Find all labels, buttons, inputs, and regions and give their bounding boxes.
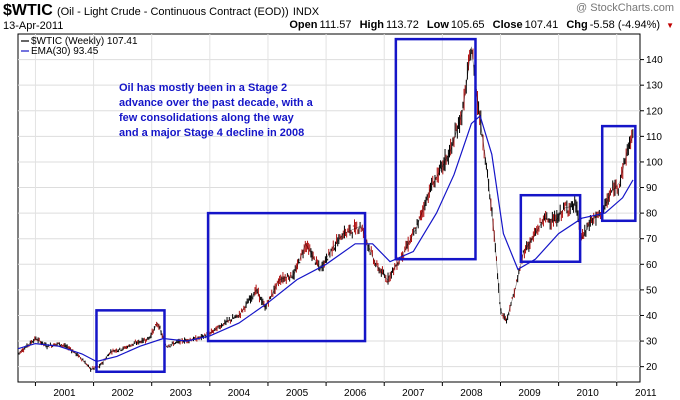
annotation-line-4: and a major Stage 4 decline in 2008 <box>119 127 304 139</box>
x-tick-label: 2008 <box>460 388 483 399</box>
consolidation-box-3 <box>394 37 477 261</box>
y-tick-label: 140 <box>646 55 663 66</box>
consolidation-box-4 <box>519 193 582 263</box>
high-label: High <box>359 19 385 31</box>
annotation-boxes <box>95 37 637 374</box>
chg-label: Chg <box>566 19 588 31</box>
y-tick-label: 100 <box>646 157 663 168</box>
legend-price: $WTIC (Weekly) 107.41 <box>31 36 138 47</box>
x-tick-label: 2001 <box>53 388 76 399</box>
symbol: $WTIC <box>3 2 53 19</box>
chart-title: $WTIC (Oil - Light Crude - Continuous Co… <box>3 2 319 20</box>
y-tick-label: 60 <box>646 260 658 271</box>
x-tick-label: 2007 <box>402 388 425 399</box>
quote-bar: Open 111.57 High 113.72 Low 105.65 Close 107… <box>284 19 674 31</box>
y-tick-label: 70 <box>646 234 658 245</box>
price-line <box>17 46 634 370</box>
x-tick-label: 2004 <box>228 388 251 399</box>
annotation-line-3: few consolidations along the way <box>119 112 295 124</box>
x-tick-label: 2002 <box>112 388 135 399</box>
plot-frame <box>17 33 641 383</box>
ema-line <box>17 114 634 363</box>
close-value: 107.41 <box>524 19 559 31</box>
legend-ema: EMA(30) 93.45 <box>31 46 99 57</box>
high-value: 113.72 <box>386 19 419 31</box>
consolidation-box-2 <box>206 211 367 343</box>
consolidation-box-5 <box>600 124 637 223</box>
y-tick-label: 40 <box>646 311 658 322</box>
annotation-line-2: advance over the past decade, with a <box>119 97 314 109</box>
consolidation-box-1 <box>95 309 166 374</box>
x-tick-label: 2011 <box>635 388 657 399</box>
symbol-description: (Oil - Light Crude - Continuous Contract… <box>56 6 289 18</box>
exchange: INDX <box>292 6 320 18</box>
y-tick-label: 80 <box>646 209 658 220</box>
x-tick-label: 2009 <box>518 388 541 399</box>
grid <box>18 34 640 382</box>
x-axis: 2001 2002 2003 2004 2005 2006 2007 2008 2009 2010… <box>34 382 657 399</box>
x-tick-label: 2006 <box>344 388 367 399</box>
down-triangle-icon: ▼ <box>666 21 674 30</box>
low-value: 105.65 <box>450 19 485 31</box>
y-tick-label: 90 <box>646 183 658 194</box>
open-label: Open <box>289 19 318 31</box>
y-axis: 20 30 40 50 60 70 80 90 100 110 120 130 140 <box>640 55 663 373</box>
y-tick-label: 130 <box>646 81 663 92</box>
y-tick-label: 120 <box>646 106 663 117</box>
y-tick-label: 30 <box>646 337 658 348</box>
y-tick-label: 20 <box>646 362 658 373</box>
legend: $WTIC (Weekly) 107.41 EMA(30) 93.45 <box>21 36 138 57</box>
chart-date: 13-Apr-2011 <box>3 20 64 32</box>
annotation-text: Oil has mostly been in a Stage 2 advance… <box>119 82 314 139</box>
low-label: Low <box>426 19 449 31</box>
chg-value: -5.58 (-4.94%) <box>589 19 661 31</box>
y-tick-label: 110 <box>646 132 662 143</box>
x-tick-label: 2005 <box>286 388 309 399</box>
watermark: @ StockCharts.com <box>576 2 674 14</box>
x-tick-label: 2003 <box>170 388 193 399</box>
annotation-line-1: Oil has mostly been in a Stage 2 <box>119 82 287 94</box>
x-tick-label: 2010 <box>577 388 600 399</box>
open-value: 111.57 <box>319 19 352 31</box>
close-label: Close <box>492 19 523 31</box>
y-tick-label: 50 <box>646 285 658 296</box>
